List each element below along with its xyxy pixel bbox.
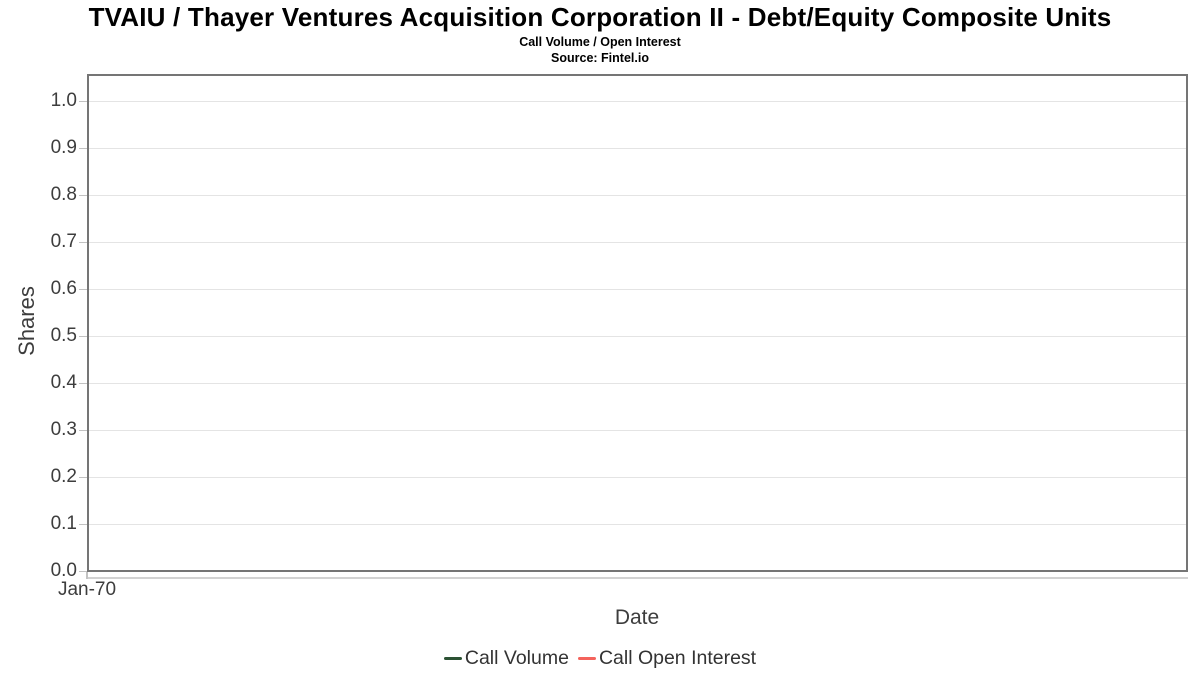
x-axis-title: Date <box>614 606 660 629</box>
y-tick-label-0.9: 0.9 <box>50 137 77 158</box>
gridline-y-0.6 <box>89 289 1186 290</box>
y-tick-label-0.5: 0.5 <box>50 325 77 346</box>
y-axis-tick-mark <box>79 148 87 149</box>
legend-item-call-volume[interactable]: Call Volume <box>443 647 569 670</box>
gridline-y-0.3 <box>89 430 1186 431</box>
chart-title: TVAIU / Thayer Ventures Acquisition Corp… <box>88 2 1112 32</box>
gridline-y-0.4 <box>89 383 1186 384</box>
call-open-interest-legend-marker-icon <box>577 657 596 660</box>
y-axis-tick-mark <box>79 336 87 337</box>
y-axis-tick-mark <box>79 477 87 478</box>
y-axis-tick-mark <box>79 383 87 384</box>
y-tick-label-0.2: 0.2 <box>50 466 77 487</box>
plot-area <box>87 74 1188 572</box>
gridline-y-0.1 <box>89 524 1186 525</box>
x-axis-tick-label: Jan-70 <box>57 579 117 600</box>
y-tick-label-0.3: 0.3 <box>50 419 77 440</box>
chart-subtitle: Call Volume / Open Interest <box>519 35 681 49</box>
y-axis-tick-mark <box>79 430 87 431</box>
y-axis-tick-mark <box>79 242 87 243</box>
legend-label: Call Volume <box>464 647 569 669</box>
y-tick-label-0.0: 0.0 <box>50 560 77 581</box>
y-axis-tick-mark <box>79 524 87 525</box>
gridline-y-1.0 <box>89 101 1186 102</box>
y-tick-label-0.6: 0.6 <box>50 278 77 299</box>
call-volume-legend-marker-icon <box>443 657 462 660</box>
x-axis-tick-mark <box>86 572 88 579</box>
gridline-y-0.9 <box>89 148 1186 149</box>
x-axis-line <box>87 577 1188 579</box>
y-tick-label-1.0: 1.0 <box>50 90 77 111</box>
y-tick-label-0.4: 0.4 <box>50 372 77 393</box>
y-axis-tick-mark <box>79 101 87 102</box>
y-axis-tick-mark <box>79 195 87 196</box>
gridline-y-0.7 <box>89 242 1186 243</box>
gridline-y-0.2 <box>89 477 1186 478</box>
y-axis-tick-mark <box>79 571 87 572</box>
chart-source-label: Source: Fintel.io <box>551 51 649 65</box>
y-axis-tick-mark <box>79 289 87 290</box>
gridline-y-0.8 <box>89 195 1186 196</box>
y-tick-label-0.7: 0.7 <box>50 231 77 252</box>
legend-item-call-open-interest[interactable]: Call Open Interest <box>577 647 757 670</box>
y-tick-label-0.8: 0.8 <box>50 184 77 205</box>
y-tick-label-0.1: 0.1 <box>50 513 77 534</box>
legend-label: Call Open Interest <box>598 647 757 669</box>
gridline-y-0.5 <box>89 336 1186 337</box>
chart-legend: Call Volume Call Open Interest <box>0 647 1200 670</box>
